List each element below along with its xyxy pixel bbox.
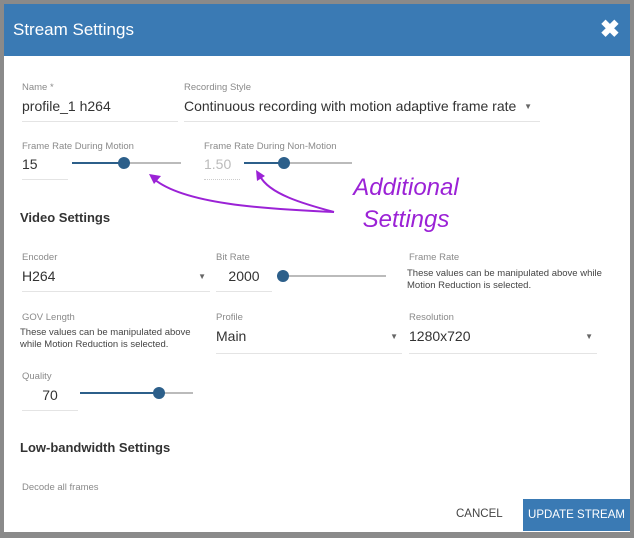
- chevron-down-icon: ▼: [198, 272, 206, 281]
- slider-thumb[interactable]: [277, 270, 289, 282]
- encoder-label: Encoder: [22, 252, 58, 263]
- resolution-select[interactable]: 1280x720 ▼: [409, 328, 597, 354]
- recording-style-label: Recording Style: [184, 82, 252, 93]
- dialog-header: Stream Settings ✖: [4, 4, 630, 56]
- gov-length-note: These values can be manipulated above wh…: [20, 327, 191, 350]
- annotation-arrows: [149, 170, 335, 213]
- encoder-value: H264: [22, 268, 56, 284]
- chevron-down-icon: ▼: [524, 102, 532, 111]
- frame-rate-note: These values can be manipulated above wh…: [407, 268, 602, 291]
- annotation-line2: Settings: [362, 206, 450, 233]
- name-label: Name *: [22, 82, 54, 93]
- frame-rate-motion-label: Frame Rate During Motion: [22, 141, 134, 152]
- quality-slider[interactable]: [80, 387, 193, 399]
- profile-value: Main: [216, 328, 247, 344]
- recording-style-value: Continuous recording with motion adaptiv…: [184, 98, 517, 114]
- bit-rate-label: Bit Rate: [216, 252, 250, 263]
- bit-rate-input[interactable]: 2000: [216, 268, 272, 292]
- cancel-button[interactable]: CANCEL: [456, 508, 503, 520]
- slider-thumb[interactable]: [153, 387, 166, 399]
- bit-rate-slider[interactable]: [277, 270, 386, 282]
- video-settings-heading: Video Settings: [20, 210, 111, 225]
- frame-rate-non-motion-label: Frame Rate During Non-Motion: [204, 141, 337, 152]
- recording-style-select[interactable]: Continuous recording with motion adaptiv…: [184, 98, 540, 122]
- dialog-title: Stream Settings: [13, 20, 134, 39]
- gov-length-label: GOV Length: [22, 312, 75, 323]
- name-input[interactable]: profile_1 h264: [22, 98, 178, 122]
- frame-rate-label: Frame Rate: [409, 252, 460, 263]
- update-stream-button[interactable]: UPDATE STREAM: [523, 499, 630, 531]
- quality-input[interactable]: 70: [22, 387, 78, 411]
- frame-rate-motion-slider[interactable]: [72, 157, 181, 169]
- quality-label: Quality: [22, 371, 52, 382]
- low-bandwidth-heading: Low-bandwidth Settings: [20, 440, 171, 455]
- frame-rate-non-motion-slider[interactable]: [244, 157, 352, 169]
- stream-settings-dialog: Stream Settings ✖ Name * profile_1 h264 …: [4, 4, 630, 532]
- profile-select[interactable]: Main ▼: [216, 328, 402, 354]
- profile-label: Profile: [216, 312, 243, 323]
- annotation-line1: Additional: [353, 174, 459, 201]
- annotation-text: Additional Settings: [336, 172, 476, 236]
- close-icon[interactable]: ✖: [599, 16, 620, 43]
- resolution-value: 1280x720: [409, 328, 471, 344]
- frame-rate-motion-input[interactable]: 15: [22, 156, 68, 180]
- chevron-down-icon: ▼: [390, 332, 398, 341]
- slider-thumb[interactable]: [118, 157, 131, 169]
- encoder-select[interactable]: H264 ▼: [22, 268, 210, 292]
- chevron-down-icon: ▼: [585, 332, 593, 341]
- resolution-label: Resolution: [409, 312, 454, 323]
- decode-all-frames-label: Decode all frames: [22, 482, 99, 493]
- slider-thumb[interactable]: [277, 157, 290, 169]
- frame-rate-non-motion-input[interactable]: 1.50: [204, 156, 240, 180]
